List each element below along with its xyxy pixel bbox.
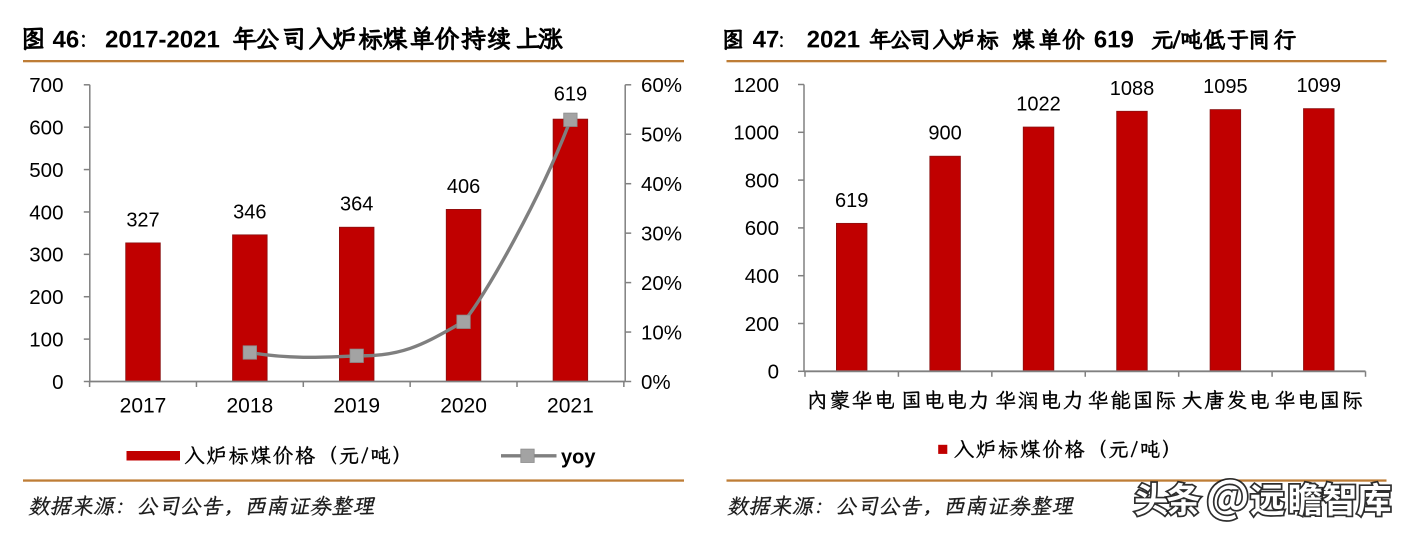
svg-text:500: 500: [29, 159, 63, 182]
svg-text:1095: 1095: [1203, 76, 1248, 98]
svg-text:900: 900: [928, 123, 961, 145]
svg-text:2020: 2020: [440, 394, 487, 417]
svg-text:700: 700: [29, 74, 63, 97]
svg-text:800: 800: [745, 169, 779, 192]
svg-text:346: 346: [233, 201, 266, 223]
svg-text:300: 300: [29, 244, 63, 267]
svg-text:1099: 1099: [1297, 75, 1342, 97]
svg-text:2018: 2018: [226, 394, 273, 417]
svg-text:200: 200: [29, 286, 63, 309]
svg-text:200: 200: [745, 313, 779, 336]
svg-text:60%: 60%: [641, 74, 682, 97]
svg-text:406: 406: [447, 176, 480, 198]
svg-text:0: 0: [52, 371, 63, 394]
svg-text:619: 619: [554, 84, 587, 106]
svg-text:0: 0: [768, 361, 779, 384]
svg-text:10%: 10%: [641, 321, 682, 344]
svg-text:yoy: yoy: [561, 447, 596, 469]
svg-text:100: 100: [29, 328, 63, 351]
svg-text:30%: 30%: [641, 222, 682, 245]
svg-text:619: 619: [835, 190, 868, 212]
svg-text:0%: 0%: [641, 371, 671, 394]
svg-text:2019: 2019: [333, 394, 380, 417]
svg-text:1200: 1200: [733, 74, 779, 97]
svg-text:400: 400: [745, 265, 779, 288]
svg-text:600: 600: [745, 217, 779, 240]
svg-text:2021: 2021: [547, 394, 594, 417]
svg-text:1000: 1000: [733, 122, 779, 145]
svg-text:2017: 2017: [120, 394, 167, 417]
svg-text:50%: 50%: [641, 124, 682, 147]
svg-text:1022: 1022: [1016, 94, 1061, 116]
svg-text:40%: 40%: [641, 173, 682, 196]
svg-text:600: 600: [29, 116, 63, 139]
svg-text:327: 327: [126, 209, 159, 231]
svg-text:364: 364: [340, 194, 373, 216]
svg-text:1088: 1088: [1110, 78, 1155, 100]
svg-text:400: 400: [29, 201, 63, 224]
svg-text:20%: 20%: [641, 272, 682, 295]
